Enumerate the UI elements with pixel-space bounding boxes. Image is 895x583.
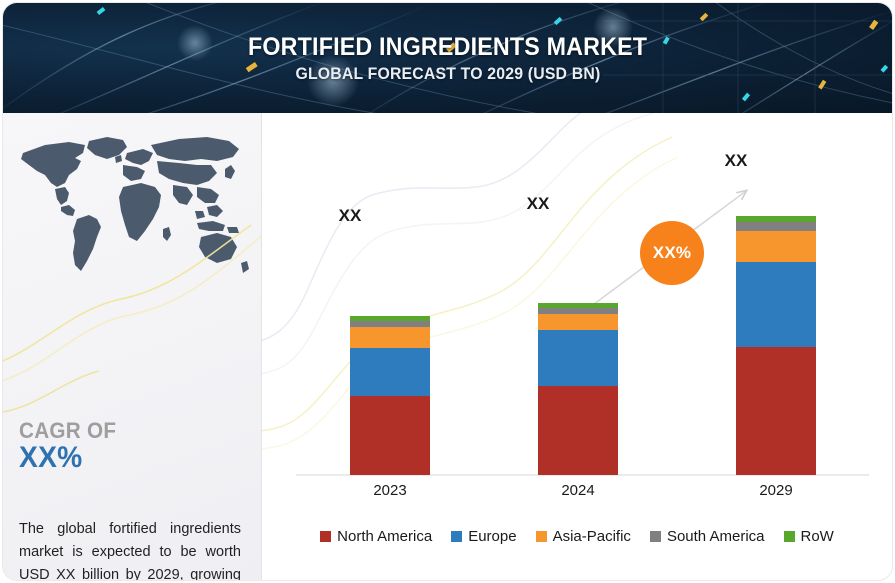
legend-swatch [535,531,547,542]
x-axis-label-2023: 2023 [373,482,407,499]
legend-label: North America [337,528,433,545]
segment-europe [736,262,816,347]
header-text-block: FORTIFIED INGREDIENTS MARKET GLOBAL FORE… [3,3,892,113]
bar-value-label-2024: XX [526,194,550,213]
bar-value-label-2029: XX [724,151,748,170]
segment-north-america [350,396,430,475]
bar-2024 [538,303,618,475]
header-banner: FORTIFIED INGREDIENTS MARKET GLOBAL FORE… [3,3,892,113]
world-map-icon [21,137,249,273]
cagr-callout-value: XX% [652,243,692,262]
x-axis-label-2024: 2024 [561,482,595,499]
market-description: The global fortified ingredients market … [19,521,241,580]
legend-label: South America [666,528,765,545]
chart-legend: North America Europe Asia-Pacific South … [262,528,892,545]
legend-item-asia-pacific[interactable]: Asia-Pacific [535,528,631,545]
segment-south-america [350,321,430,327]
legend-label: Europe [468,528,517,545]
world-map [11,131,255,291]
segment-europe [350,348,430,396]
legend-item-row[interactable]: RoW [783,528,834,545]
segment-asia-pacific [538,314,618,330]
legend-label: Asia-Pacific [552,528,631,545]
page-subtitle: GLOBAL FORECAST TO 2029 (USD BN) [295,63,600,83]
legend-item-north-america[interactable]: North America [320,528,432,545]
chart-background-curves [262,113,679,450]
cagr-label: CAGR OF [19,418,117,443]
segment-row [350,316,430,321]
page-title: FORTIFIED INGREDIENTS MARKET [247,32,648,61]
legend-item-south-america[interactable]: South America [649,528,765,545]
segment-north-america [736,347,816,475]
infographic-card: FORTIFIED INGREDIENTS MARKET GLOBAL FORE… [3,3,892,580]
legend-label: RoW [800,528,834,545]
x-axis-label-2029: 2029 [759,482,793,499]
legend-swatch [320,531,332,542]
segment-south-america [538,308,618,314]
legend-swatch [783,531,795,542]
segment-asia-pacific [736,231,816,262]
bar-2023 [350,316,430,475]
segment-row [538,303,618,308]
plot-area: XX 2023 XX 2024 [262,113,892,580]
cagr-value: XX% [19,441,83,474]
bar-value-label-2023: XX [338,206,362,225]
legend-item-europe[interactable]: Europe [451,528,517,545]
segment-asia-pacific [350,327,430,348]
legend-swatch [649,531,661,542]
sidebar-divider [261,113,262,580]
banner-decoration [3,3,892,113]
cagr-callout-badge[interactable]: XX% [640,221,704,285]
sidebar: CAGR OF XX% The global fortified ingredi… [3,113,261,580]
legend-swatch [451,531,463,542]
segment-north-america [538,386,618,475]
stacked-bar-chart: XX 2023 XX 2024 [262,113,892,580]
segment-row [736,216,816,222]
segment-south-america [736,222,816,231]
bar-2029 [736,216,816,475]
segment-europe [538,330,618,386]
x-axis-line [296,474,869,476]
